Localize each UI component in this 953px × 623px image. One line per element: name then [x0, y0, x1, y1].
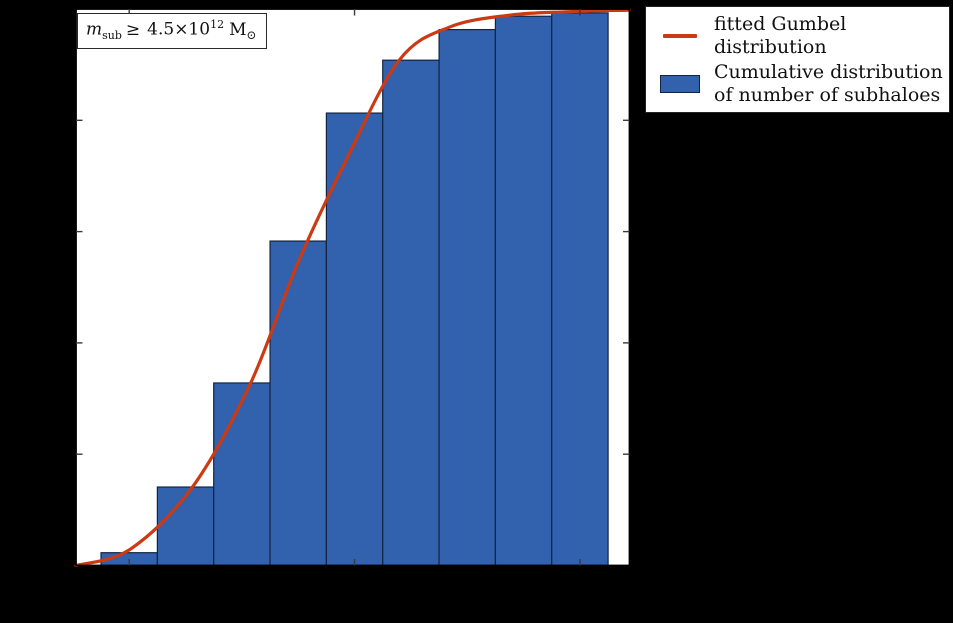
annotation-variable: m [86, 19, 103, 40]
histogram-bar [494, 15, 553, 567]
legend-label-gumbel: fitted Gumbel distribution [714, 12, 847, 59]
annotation-mantissa: 4.5×10 [147, 19, 211, 40]
legend: fitted Gumbel distribution Cumulative di… [645, 6, 950, 113]
gumbel-fit-curve [74, 8, 631, 568]
histogram-bar [551, 12, 609, 567]
legend-line-marker-icon [663, 34, 697, 38]
legend-label-cumulative: Cumulative distribution of number of sub… [714, 60, 943, 107]
histogram-bar [382, 59, 440, 567]
annotation-operator: ≥ [125, 19, 141, 40]
legend-patch-marker-icon [660, 75, 700, 93]
legend-item-gumbel: fitted Gumbel distribution [654, 13, 943, 60]
mass-threshold-annotation: msub ≥4.5×1012 M⊙ [77, 13, 267, 49]
legend-item-cumulative: Cumulative distribution of number of sub… [654, 61, 943, 108]
annotation-variable-subscript: sub [102, 29, 122, 43]
histogram-bar [213, 382, 271, 567]
histogram-bar [438, 28, 497, 567]
histogram-bar [269, 240, 327, 567]
histogram-bar [325, 112, 384, 567]
axes-spines [75, 8, 631, 567]
annotation-unit: M [229, 19, 247, 40]
annotation-exponent: 12 [210, 18, 225, 31]
sun-symbol-icon: ⊙ [246, 28, 257, 43]
